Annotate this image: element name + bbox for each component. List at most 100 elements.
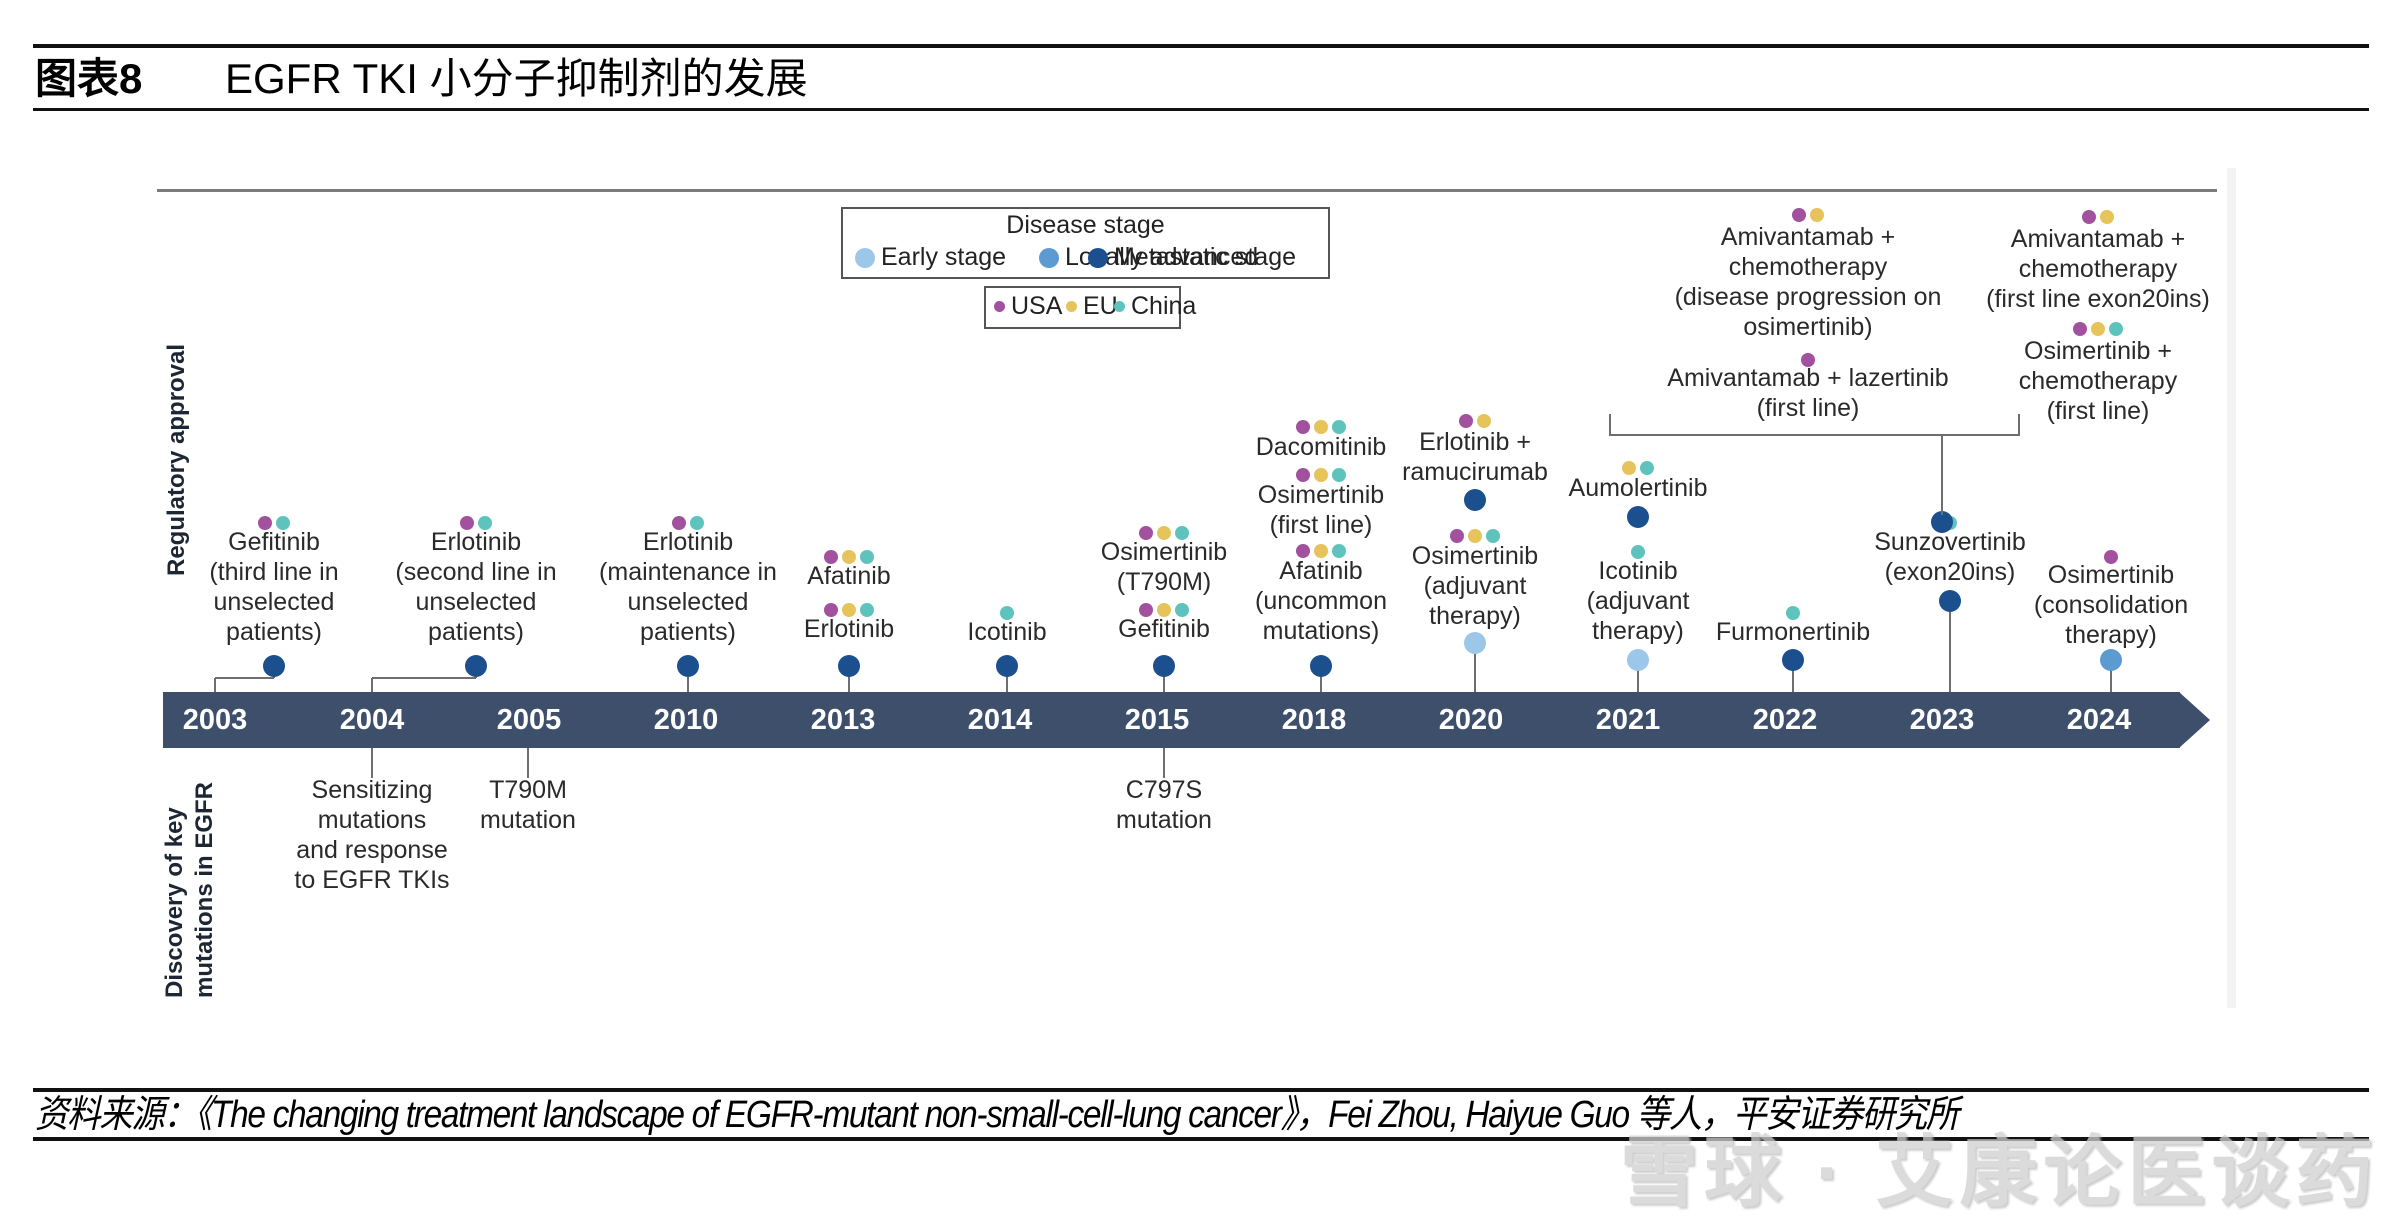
connector-line <box>372 677 476 679</box>
stage-dot-meta-icon <box>1310 655 1332 677</box>
stage-dot-early-icon <box>1627 649 1649 671</box>
region-dot-china-icon <box>276 516 290 530</box>
year-label-2003: 2003 <box>182 704 248 736</box>
connector-line <box>848 666 850 692</box>
approval-label: Afatinib (uncommon mutations) <box>1255 557 1387 645</box>
connector-line <box>214 678 216 692</box>
bracket-line <box>2018 414 2020 435</box>
region-dot-usa-icon <box>258 516 272 530</box>
region-dot-usa-icon <box>1139 526 1153 540</box>
region-dot-eu-icon <box>842 603 856 617</box>
legend-item-eu: EU <box>1066 292 1118 321</box>
region-dots <box>824 550 874 564</box>
approval-label: Afatinib <box>807 562 891 590</box>
region-dots <box>2082 210 2114 224</box>
region-dot-china-icon <box>860 603 874 617</box>
region-dot-eu-icon <box>1314 544 1328 558</box>
connector-line <box>1474 643 1476 692</box>
approval-label: Erlotinib (maintenance in unselected pat… <box>599 528 777 646</box>
region-dot-usa-icon <box>1792 208 1806 222</box>
axis-label-discovery-line1: Discovery of key <box>161 807 188 998</box>
approval-label: Dacomitinib <box>1255 433 1387 461</box>
region-dot-usa-icon <box>460 516 474 530</box>
approval-label: Osimertinib (consolidation therapy) <box>2033 561 2189 649</box>
usa-dot-icon <box>994 301 1005 312</box>
bracket-line <box>1609 414 1611 435</box>
region-dots <box>1139 526 1189 540</box>
approval-label: Osimertinib (first line) <box>1257 481 1385 539</box>
region-dot-china-icon <box>1332 420 1346 434</box>
region-dot-eu-icon <box>2091 322 2105 336</box>
legend-item-usa: USA <box>994 292 1062 321</box>
figure-top-line <box>157 189 2217 192</box>
stage-dot-meta-icon <box>1939 590 1961 612</box>
year-label-2005: 2005 <box>496 704 562 736</box>
bracket-line <box>1609 434 2020 436</box>
header-bottom-rule <box>33 108 2369 111</box>
discovery-connector <box>371 748 373 778</box>
year-label-2013: 2013 <box>810 704 876 736</box>
region-dots <box>1622 461 1654 475</box>
region-dot-eu-icon <box>1314 420 1328 434</box>
legend-item-early-stage: Early stage <box>855 243 1006 272</box>
legend-label-usa: USA <box>1011 292 1063 320</box>
approval-label: Sunzovertinib (exon20ins) <box>1874 528 2026 586</box>
region-dot-eu-icon <box>1157 526 1171 540</box>
year-label-2010: 2010 <box>653 704 719 736</box>
region-dots <box>1459 414 1491 428</box>
region-dot-china-icon <box>2109 322 2123 336</box>
region-dot-usa-icon <box>2082 210 2096 224</box>
header-top-rule <box>33 44 2369 48</box>
region-dots <box>2104 550 2118 564</box>
legend-label-eu: EU <box>1083 292 1118 320</box>
approval-label: Amivantamab + chemotherapy (disease prog… <box>1674 223 1942 341</box>
region-dots <box>1631 545 1645 559</box>
approval-label: Osimertinib (T790M) <box>1100 538 1228 596</box>
approval-label: Icotinib (adjuvant therapy) <box>1586 557 1690 645</box>
legend-label-china: China <box>1131 292 1197 320</box>
region-dot-usa-icon <box>1139 603 1153 617</box>
axis-label-discovery: Discovery of key mutations in EGFR <box>160 782 220 998</box>
region-dot-usa-icon <box>1459 414 1473 428</box>
connector-line <box>1163 666 1165 692</box>
region-dot-china-icon <box>860 550 874 564</box>
figure-edge-strip <box>2227 168 2236 1008</box>
region-dot-eu-icon <box>1314 468 1328 482</box>
year-label-2023: 2023 <box>1909 704 1975 736</box>
region-dot-usa-icon <box>1801 353 1815 367</box>
region-dot-eu-icon <box>2100 210 2114 224</box>
approval-label: Erlotinib (second line in unselected pat… <box>395 528 557 646</box>
bracket-line <box>1941 435 1943 515</box>
region-dot-eu-icon <box>842 550 856 564</box>
discovery-connector <box>1163 748 1165 778</box>
region-dot-usa-icon <box>1296 420 1310 434</box>
region-dot-china-icon <box>1175 526 1189 540</box>
stage-dot-meta-icon <box>263 655 285 677</box>
year-label-2021: 2021 <box>1595 704 1661 736</box>
region-dot-usa-icon <box>672 516 686 530</box>
year-label-2014: 2014 <box>967 704 1033 736</box>
watermark: 雪球 · 艾康论医谈药 <box>1620 1128 2380 1216</box>
approval-label: Gefitinib <box>1118 615 1210 643</box>
timeline-bar <box>163 692 2180 748</box>
year-label-2024: 2024 <box>2066 704 2132 736</box>
region-dots <box>1296 420 1346 434</box>
approval-label: Gefitinib (third line in unselected pati… <box>209 528 339 646</box>
approval-label: Icotinib <box>967 618 1047 646</box>
region-dots <box>258 516 290 530</box>
region-dot-eu-icon <box>1810 208 1824 222</box>
region-dots <box>824 603 874 617</box>
year-label-2018: 2018 <box>1281 704 1347 736</box>
approval-label: Furmonertinib <box>1715 618 1871 646</box>
region-dot-usa-icon <box>824 603 838 617</box>
year-label-2015: 2015 <box>1124 704 1190 736</box>
connector-line <box>1792 660 1794 692</box>
connector-line <box>215 677 274 679</box>
source-note: 资料来源：《The changing treatment landscape o… <box>35 1094 1959 1136</box>
region-dot-eu-icon <box>1622 461 1636 475</box>
axis-label-discovery-line2: mutations in EGFR <box>191 782 218 998</box>
stage-dot-meta-icon <box>465 655 487 677</box>
region-dot-china-icon <box>1332 544 1346 558</box>
legend-disease-stage: Disease stage Early stage Locally advanc… <box>841 207 1330 279</box>
region-dots <box>1296 544 1346 558</box>
